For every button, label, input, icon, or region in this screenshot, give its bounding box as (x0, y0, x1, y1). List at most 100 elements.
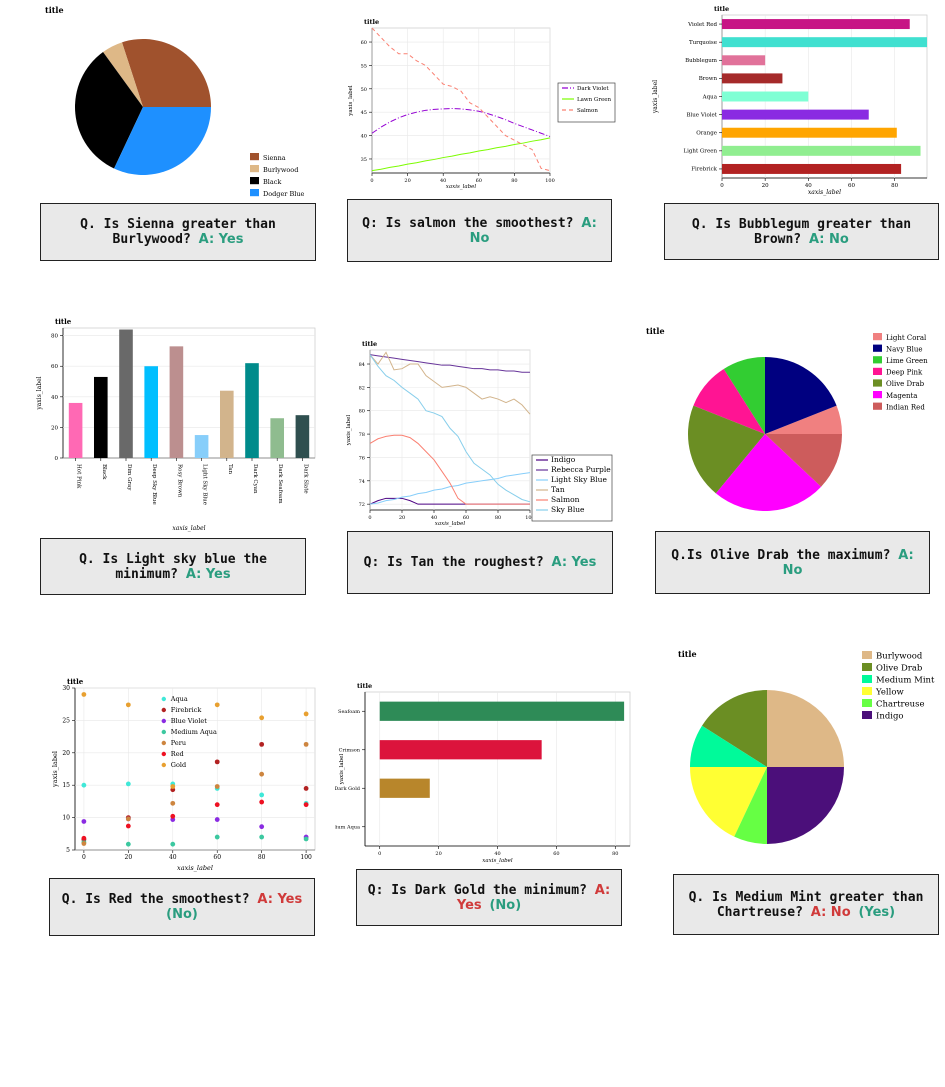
x-tick-label: 100 (525, 515, 535, 521)
chart-3-hbar: 0 20 40 60 80 title xaxis_label yaxis_label Viol… (652, 5, 928, 196)
x-tick-label: 60 (553, 851, 559, 857)
legend-swatch (250, 165, 259, 173)
y-tick-label: 80 (51, 334, 58, 340)
x-tick-label: 80 (891, 183, 898, 189)
chart-title: title (646, 326, 665, 336)
legend-label: Magenta (886, 392, 917, 400)
legend-label: Indigo (876, 712, 904, 722)
x-tick-label: Hot Pink (76, 464, 82, 489)
legend-label: Yellow (875, 688, 904, 698)
x-tick-label: 40 (440, 178, 446, 184)
plot-frame (371, 27, 551, 174)
y-tick-label: Bubblegum (685, 58, 718, 64)
series-line (371, 107, 551, 137)
y-tick-label: 20 (51, 425, 58, 431)
y-tick-label: 45 (361, 110, 367, 116)
y-tick-label: 40 (361, 134, 367, 140)
qa-question: Q: Is Tan the roughest? (363, 555, 544, 570)
x-tick-label: 0 (720, 183, 724, 189)
legend-marker (161, 751, 166, 757)
series-line (369, 351, 531, 415)
x-tick-label: 0 (378, 851, 381, 857)
x-tick-label: Dark Seafoam (277, 464, 283, 504)
legend-label: Tan (551, 485, 565, 494)
scatter-point (81, 692, 87, 697)
y-tick-label: Light Green (683, 149, 717, 155)
scatter-point (259, 741, 265, 747)
x-tick-label: 60 (848, 183, 855, 189)
pie-slice (723, 357, 765, 434)
bar (722, 145, 921, 156)
scatter-point (259, 771, 265, 777)
y-tick-label: Orange (696, 131, 717, 137)
y-axis-label: yaxis_label (36, 376, 43, 410)
x-tick-label: 20 (762, 183, 769, 189)
qa-question: Q. Is Bubblegum greater than Brown? (691, 216, 912, 247)
series-line (369, 354, 530, 373)
scatter-point (303, 711, 309, 717)
legend-marker (161, 707, 166, 713)
chart-title: title (55, 317, 72, 326)
chart-title: title (45, 5, 64, 15)
legend-swatch (862, 663, 872, 671)
legend-label: Deep Pink (886, 369, 923, 377)
legend-label: Aqua (170, 695, 188, 703)
legend-swatch (862, 699, 872, 707)
legend-swatch (873, 379, 882, 387)
qa-question: Q. Is Red the smoothest? (61, 892, 250, 907)
scatter-point (81, 819, 87, 824)
bar (722, 73, 783, 84)
chart-6-pie: title Light Coral Navy Blue Lime Green Deep … (646, 326, 928, 511)
qa-box-8: Q: Is Dark Gold the minimum? A: Yes (No) (356, 869, 622, 926)
scatter-point (214, 802, 220, 808)
scatter-point (259, 824, 265, 830)
legend-swatch (873, 402, 882, 410)
bar (245, 363, 259, 458)
pie-slice (765, 357, 837, 434)
legend-marker (161, 696, 166, 702)
y-tick-label: 25 (62, 717, 70, 724)
legend-swatch (250, 189, 259, 197)
scatter-point (125, 816, 131, 822)
legend-label: Salmon (551, 495, 580, 504)
qa-question: Q: Is salmon the smoothest? (362, 215, 574, 231)
legend-marker (161, 762, 166, 768)
chart-4-bar: 0 20 40 60 80 title xaxis_label yaxis_label Hot … (36, 317, 316, 532)
y-axis-label: yaxis_label (51, 751, 59, 788)
legend-label: Dodger Blue (263, 190, 305, 198)
legend-label: Medium Mint (876, 676, 935, 686)
x-axis-label: xaxis_label (808, 189, 841, 196)
legend-label: Medium Aqua (171, 728, 217, 736)
qa-answer: A: Yes (198, 232, 244, 247)
scatter-point (81, 835, 87, 841)
scatter-point (81, 782, 87, 788)
qa-answer: A: Yes (456, 882, 611, 913)
legend-label: Chartreuse (876, 700, 925, 710)
y-axis-label: yaxis_label (339, 754, 345, 786)
legend-swatch (862, 711, 872, 719)
qa-correction: (Yes) (858, 904, 896, 920)
pie-slice (690, 725, 767, 767)
x-tick-label: 40 (494, 851, 500, 857)
series-line (369, 434, 530, 505)
qa-answer: A: Yes (185, 566, 231, 582)
chart-5-line: 0 20 40 60 80 100 72 74 76 78 80 82 84 title xaxis_lab… (346, 340, 613, 527)
y-tick-label: 40 (51, 395, 58, 401)
legend-label: Salmon (577, 108, 598, 114)
scatter-point (259, 715, 265, 721)
x-tick-label: Tan (227, 464, 233, 475)
x-tick-label: 40 (169, 854, 177, 861)
y-tick-label: 84 (359, 362, 365, 368)
legend-label: Sky Blue (551, 505, 585, 514)
scatter-point (214, 817, 220, 822)
pie-slice (765, 405, 842, 434)
chart-title: title (364, 18, 379, 26)
scatter-point (259, 792, 265, 798)
chart-2-line: 0 20 40 60 80 100 35 40 45 50 55 60 title xaxis_label… (348, 18, 616, 190)
scatter-point (214, 759, 220, 765)
legend-marker (161, 740, 166, 746)
y-tick-label: Dark Gold (335, 786, 361, 792)
scatter-point (170, 800, 176, 806)
x-tick-label: 60 (476, 178, 482, 184)
bar (194, 435, 209, 458)
